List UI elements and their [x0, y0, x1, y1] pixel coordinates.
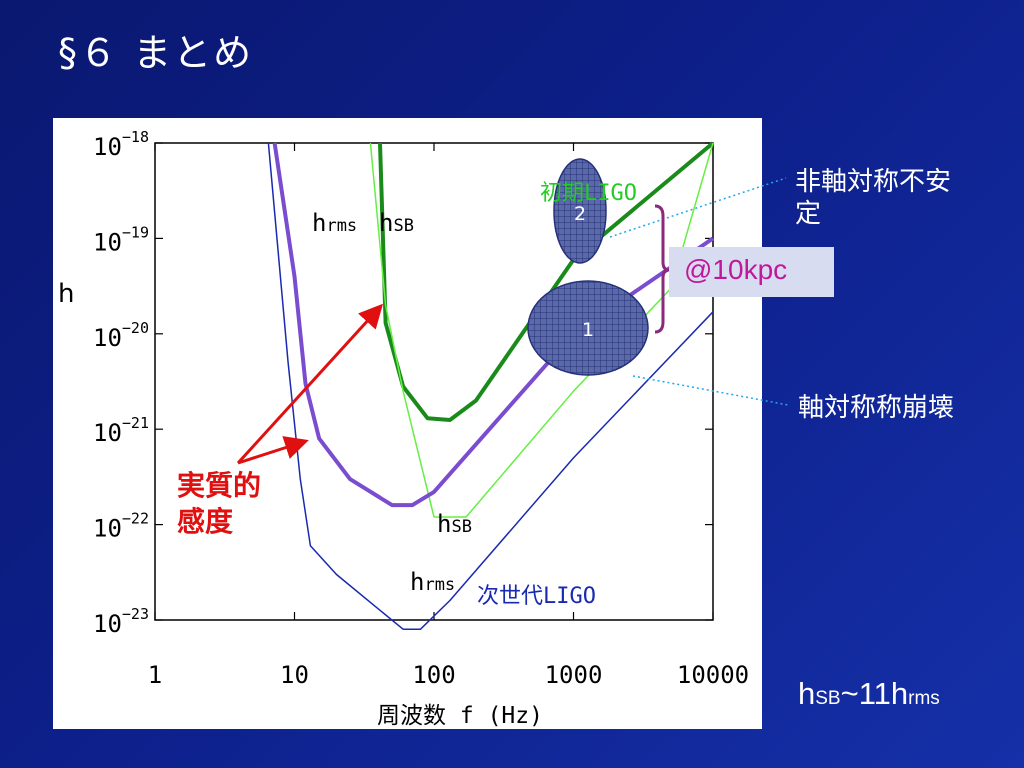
- summary-formula: hSB~11hrms: [798, 676, 940, 712]
- distance-label: @10kpc: [684, 254, 788, 285]
- label-hrms-upper: hrms: [312, 209, 357, 237]
- label-hsb-upper-sub: SB: [393, 216, 413, 236]
- leader-nonaxisymmetric: [609, 177, 787, 238]
- y-tick-exp: −21: [122, 414, 149, 432]
- y-tick-base: 10: [93, 133, 122, 161]
- y-tick-label: 10−21: [93, 414, 149, 447]
- label-axisymmetric: 軸対称称崩壊: [798, 393, 955, 423]
- label-hsb-upper: hSB: [379, 209, 414, 237]
- series-line-1: [369, 142, 714, 518]
- y-tick-base: 10: [93, 419, 122, 447]
- x-tick-label: 10000: [677, 661, 749, 689]
- series-group: [267, 141, 715, 630]
- summary-sb: SB: [815, 688, 841, 709]
- label-hrms-lower: hrms: [410, 568, 455, 596]
- arrow-to-hsb: [236, 303, 384, 465]
- y-tick-base: 10: [93, 228, 122, 256]
- label-hrms-upper-sub: rms: [326, 216, 357, 236]
- y-tick-exp: −23: [122, 605, 149, 623]
- y-tick-label: 10−22: [93, 510, 149, 543]
- label-next-ligo: 次世代LIGO: [477, 584, 596, 609]
- arrow-to-hrms: [237, 436, 309, 465]
- y-axis-label: h: [58, 279, 74, 309]
- label-hsb-lower-h: h: [437, 510, 451, 538]
- label-hsb-lower: hSB: [437, 510, 472, 538]
- label-hsb-lower-sub: SB: [451, 517, 471, 537]
- y-tick-label: 10−18: [93, 128, 149, 161]
- label-effective-line2: 感度: [177, 505, 233, 538]
- label-hrms-upper-h: h: [312, 209, 326, 237]
- axes: 1 10 100 1000 1000010−1810−1910−2010−2110−22…: [58, 128, 749, 729]
- region-2: [553, 158, 607, 264]
- summary-mid: ~11h: [840, 676, 909, 711]
- x-axis-label: 周波数 f (Hz): [377, 703, 543, 729]
- x-tick-label: 100: [412, 661, 455, 689]
- label-hrms-lower-h: h: [410, 568, 424, 596]
- x-tick-label: 10: [280, 661, 309, 689]
- y-tick-exp: −19: [122, 223, 149, 241]
- x-tick-label: 1000: [545, 661, 603, 689]
- x-tick-label: 1: [148, 661, 162, 689]
- label-effective-sensitivity: 実質的感度: [177, 469, 261, 538]
- y-tick-base: 10: [93, 610, 122, 638]
- series-line-0: [378, 141, 715, 422]
- distance-box: [669, 247, 834, 297]
- summary-rms: rms: [908, 688, 940, 709]
- y-tick-label: 10−20: [93, 319, 149, 352]
- region-2-label: 2: [574, 203, 586, 225]
- leader-axisymmetric: [632, 375, 789, 406]
- regions: 21: [527, 158, 789, 406]
- y-tick-base: 10: [93, 515, 122, 543]
- range-bracket: [654, 204, 670, 334]
- label-effective-line1: 実質的: [177, 469, 261, 502]
- series-line-2: [272, 142, 715, 508]
- label-hsb-upper-h: h: [379, 209, 393, 237]
- label-hrms-lower-sub: rms: [424, 575, 455, 595]
- y-tick-base: 10: [93, 324, 122, 352]
- summary-h: h: [798, 676, 816, 711]
- y-tick-label: 10−23: [93, 605, 149, 638]
- slide-title: §６ まとめ: [58, 31, 254, 75]
- label-nonaxisymmetric: 非軸対称不安定: [795, 167, 952, 229]
- y-tick-exp: −20: [122, 319, 149, 337]
- region-1-label: 1: [582, 319, 594, 341]
- label-initial-ligo: 初期LIGO: [540, 181, 637, 206]
- y-tick-exp: −22: [122, 510, 149, 528]
- y-tick-label: 10−19: [93, 223, 149, 256]
- y-tick-exp: −18: [122, 128, 149, 146]
- plot-panel: [53, 118, 762, 729]
- region-1: [527, 280, 649, 376]
